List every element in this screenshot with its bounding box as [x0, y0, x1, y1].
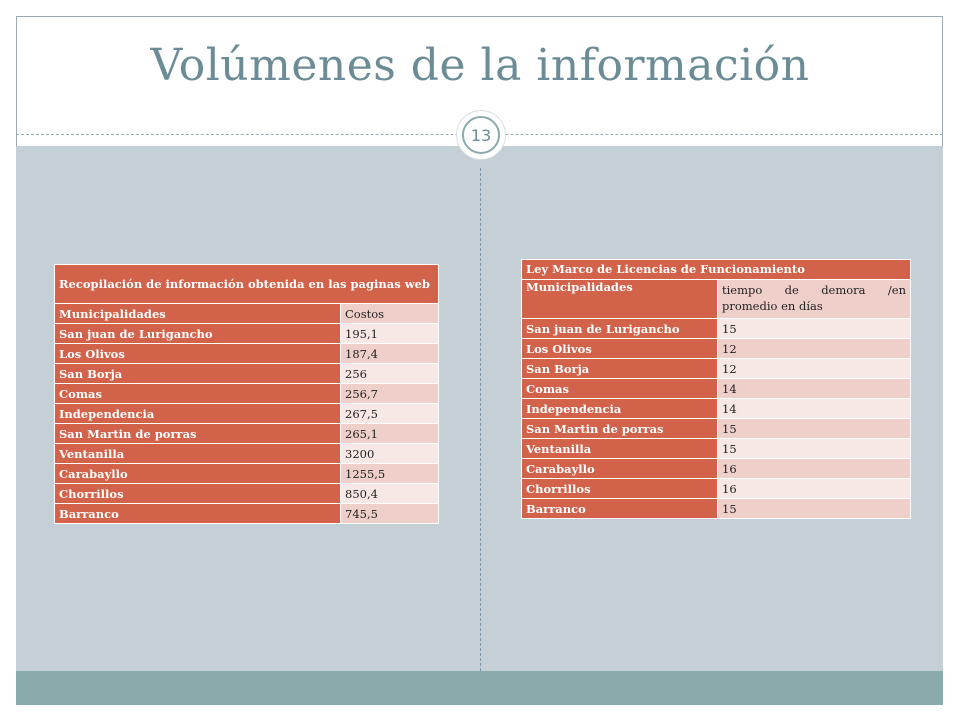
row-label: Chorrillos [521, 478, 718, 499]
column-header: Municipalidades [54, 303, 341, 324]
row-value: 14 [717, 398, 911, 419]
row-value: 14 [717, 378, 911, 399]
table-row: Barranco 745,5 [54, 503, 440, 524]
slide-number-badge: 13 [456, 110, 506, 160]
table-row: San Martin de porras 265,1 [54, 423, 440, 444]
column-header: Municipalidades [521, 279, 718, 319]
row-value: 15 [717, 418, 911, 439]
row-label: Independencia [521, 398, 718, 419]
row-label: Independencia [54, 403, 341, 424]
row-label: San Borja [54, 363, 341, 384]
row-label: Comas [54, 383, 341, 404]
costs-table: Recopilación de información obtenida en … [53, 264, 440, 524]
row-label: Los Olivos [521, 338, 718, 359]
table-row: Chorrillos 16 [521, 478, 911, 499]
column-header: tiempo de demora /en promedio en días [717, 279, 911, 319]
slide-title: Volúmenes de la información [150, 40, 810, 91]
row-value: 12 [717, 358, 911, 379]
row-value: 3200 [339, 443, 440, 464]
row-value: 267,5 [339, 403, 440, 424]
table-row: San juan de Lurigancho 15 [521, 318, 911, 339]
row-value: 850,4 [339, 483, 440, 504]
row-value: 15 [717, 498, 911, 519]
processing-time-table: Ley Marco de Licencias de Funcionamiento… [521, 259, 911, 519]
row-value: 187,4 [339, 343, 440, 364]
footer-bar [16, 671, 943, 705]
table-row: San juan de Lurigancho 195,1 [54, 323, 440, 344]
row-label: San Martin de porras [521, 418, 718, 439]
table-caption: Ley Marco de Licencias de Funcionamiento [521, 259, 911, 280]
table-row: Independencia 267,5 [54, 403, 440, 424]
row-label: Ventanilla [54, 443, 341, 464]
table-row: Carabayllo 1255,5 [54, 463, 440, 484]
column-header: Costos [339, 303, 440, 324]
row-label: Comas [521, 378, 718, 399]
table-row: Comas 256,7 [54, 383, 440, 404]
row-label: Carabayllo [54, 463, 341, 484]
table-row: Ventanilla 15 [521, 438, 911, 459]
row-label: Los Olivos [54, 343, 341, 364]
table-row: San Martin de porras 15 [521, 418, 911, 439]
table-row: Ventanilla 3200 [54, 443, 440, 464]
row-value: 15 [717, 438, 911, 459]
row-label: Barranco [521, 498, 718, 519]
row-value: 12 [717, 338, 911, 359]
row-label: San Martin de porras [54, 423, 341, 444]
row-label: Chorrillos [54, 483, 341, 504]
row-label: San Borja [521, 358, 718, 379]
row-label: San juan de Lurigancho [54, 323, 341, 344]
table-row: Carabayllo 16 [521, 458, 911, 479]
row-value: 256 [339, 363, 440, 384]
table-row: Barranco 15 [521, 498, 911, 519]
table-row: San Borja 256 [54, 363, 440, 384]
row-label: Ventanilla [521, 438, 718, 459]
row-label: Barranco [54, 503, 341, 524]
row-value: 745,5 [339, 503, 440, 524]
table-row: Independencia 14 [521, 398, 911, 419]
row-value: 265,1 [339, 423, 440, 444]
row-value: 16 [717, 478, 911, 499]
table-row: San Borja 12 [521, 358, 911, 379]
row-value: 195,1 [339, 323, 440, 344]
row-value: 15 [717, 318, 911, 339]
row-value: 1255,5 [339, 463, 440, 484]
row-value: 16 [717, 458, 911, 479]
column-divider [480, 168, 481, 671]
row-label: San juan de Lurigancho [521, 318, 718, 339]
table-row: Chorrillos 850,4 [54, 483, 440, 504]
table-caption: Recopilación de información obtenida en … [53, 264, 440, 304]
table-row: Comas 14 [521, 378, 911, 399]
slide-number: 13 [462, 116, 500, 154]
row-value: 256,7 [339, 383, 440, 404]
table-row: Los Olivos 12 [521, 338, 911, 359]
table-row: Los Olivos 187,4 [54, 343, 440, 364]
row-label: Carabayllo [521, 458, 718, 479]
